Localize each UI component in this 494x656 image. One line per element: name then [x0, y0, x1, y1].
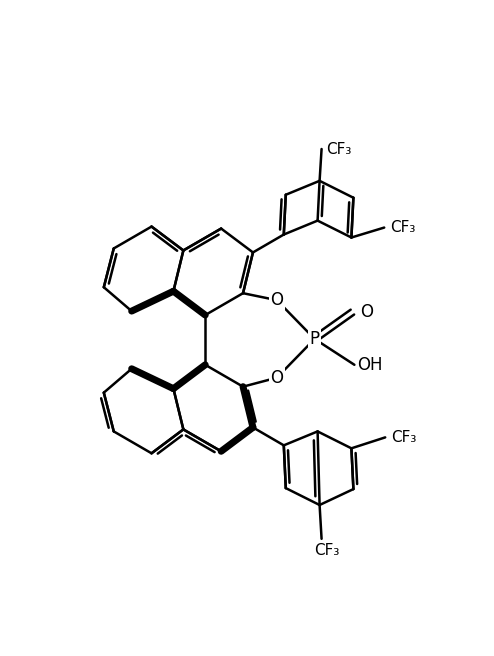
Text: CF₃: CF₃ — [327, 142, 352, 157]
Text: P: P — [310, 330, 320, 348]
Text: OH: OH — [358, 356, 383, 374]
Text: CF₃: CF₃ — [314, 543, 339, 558]
Text: CF₃: CF₃ — [391, 430, 416, 445]
Text: CF₃: CF₃ — [390, 220, 415, 235]
Text: O: O — [270, 291, 284, 309]
Text: O: O — [360, 303, 373, 321]
Text: O: O — [270, 369, 284, 387]
